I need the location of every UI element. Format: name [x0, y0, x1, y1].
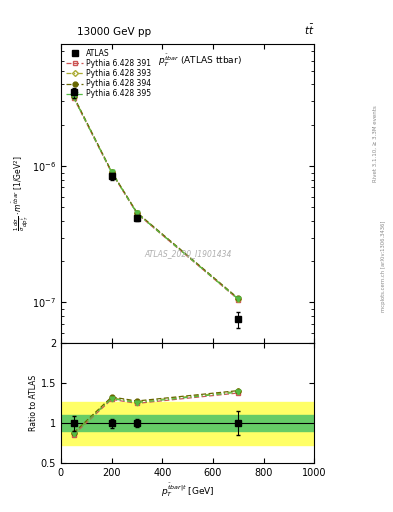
X-axis label: $p^{\bar{t}bar|t}_T$ [GeV]: $p^{\bar{t}bar|t}_T$ [GeV]: [161, 481, 215, 499]
Legend: ATLAS, Pythia 6.428 391, Pythia 6.428 393, Pythia 6.428 394, Pythia 6.428 395: ATLAS, Pythia 6.428 391, Pythia 6.428 39…: [65, 47, 153, 100]
Y-axis label: $\frac{1}{\sigma}\frac{d\sigma}{dp_T^{\bar{t}}}\cdot m^{\bar{t}bar}$ [1/GeV$^2$]: $\frac{1}{\sigma}\frac{d\sigma}{dp_T^{\b…: [9, 156, 31, 231]
Text: $p_T^{\bar{t}bar}$ (ATLAS ttbar): $p_T^{\bar{t}bar}$ (ATLAS ttbar): [158, 53, 242, 69]
Y-axis label: Ratio to ATLAS: Ratio to ATLAS: [29, 375, 38, 432]
Text: $t\bar{t}$: $t\bar{t}$: [304, 23, 314, 37]
Text: mcplots.cern.ch [arXiv:1306.3436]: mcplots.cern.ch [arXiv:1306.3436]: [381, 221, 386, 312]
Text: 13000 GeV pp: 13000 GeV pp: [77, 27, 151, 37]
Text: ATLAS_2020_I1901434: ATLAS_2020_I1901434: [144, 249, 231, 258]
Text: Rivet 3.1.10, ≥ 3.3M events: Rivet 3.1.10, ≥ 3.3M events: [373, 105, 378, 182]
